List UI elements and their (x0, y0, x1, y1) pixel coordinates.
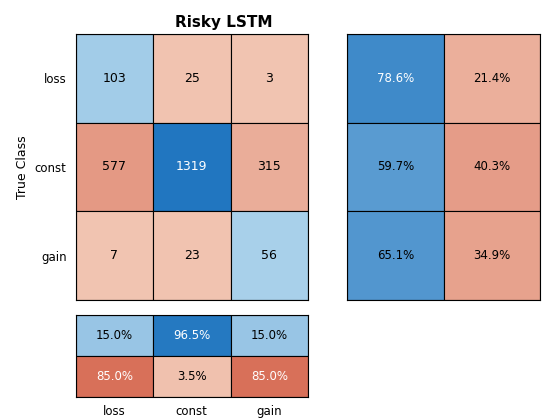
Text: Risky LSTM: Risky LSTM (175, 15, 273, 30)
Bar (76, 34, 153, 123)
Y-axis label: True Class: True Class (16, 135, 29, 199)
Text: 96.5%: 96.5% (173, 329, 211, 342)
Text: 34.9%: 34.9% (473, 249, 511, 262)
Text: 7: 7 (110, 249, 118, 262)
Text: 78.6%: 78.6% (377, 71, 414, 84)
Bar (231, 211, 308, 300)
Bar (76, 123, 153, 211)
Bar (231, 356, 308, 397)
Text: 85.0%: 85.0% (251, 370, 288, 383)
Bar (347, 123, 444, 211)
Bar (76, 211, 153, 300)
Text: 56: 56 (262, 249, 277, 262)
Text: 65.1%: 65.1% (377, 249, 414, 262)
Bar (444, 34, 540, 123)
Bar (444, 211, 540, 300)
Bar (347, 34, 444, 123)
Bar (231, 315, 308, 356)
Text: 3.5%: 3.5% (177, 370, 207, 383)
Bar (153, 123, 231, 211)
Bar (153, 315, 231, 356)
Text: 577: 577 (102, 160, 127, 173)
Bar (76, 356, 153, 397)
Bar (153, 34, 231, 123)
Text: 1319: 1319 (176, 160, 208, 173)
Text: 40.3%: 40.3% (474, 160, 511, 173)
Text: 59.7%: 59.7% (377, 160, 414, 173)
Bar (347, 211, 444, 300)
Text: 23: 23 (184, 249, 200, 262)
Bar (231, 123, 308, 211)
Bar (153, 356, 231, 397)
Text: 15.0%: 15.0% (96, 329, 133, 342)
Bar (444, 123, 540, 211)
Bar (231, 34, 308, 123)
Text: 25: 25 (184, 71, 200, 84)
Bar (76, 315, 153, 356)
Text: 85.0%: 85.0% (96, 370, 133, 383)
Text: 15.0%: 15.0% (251, 329, 288, 342)
Text: 3: 3 (265, 71, 273, 84)
Text: 315: 315 (258, 160, 281, 173)
Bar (153, 211, 231, 300)
Text: 21.4%: 21.4% (473, 71, 511, 84)
Text: 103: 103 (102, 71, 126, 84)
